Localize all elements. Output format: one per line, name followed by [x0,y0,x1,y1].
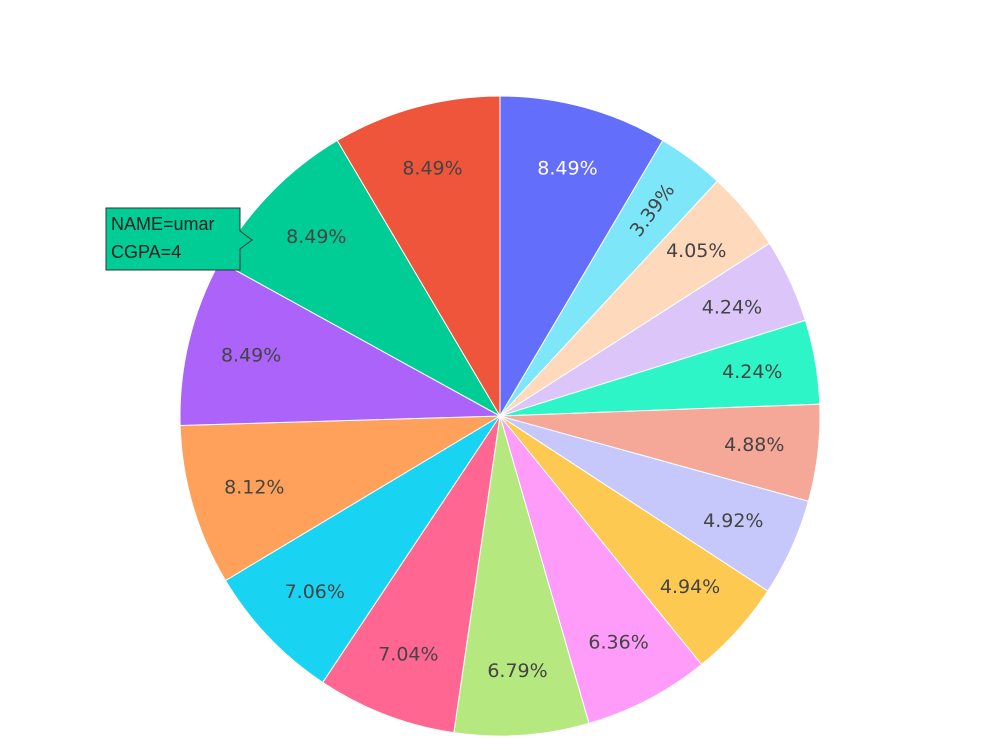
slice-label: 4.92% [703,510,763,532]
slice-label: 6.79% [487,660,547,682]
slice-label: 8.49% [402,158,462,180]
slice-label: 4.88% [724,434,784,456]
pie-slice [453,415,590,737]
slice-label: 8.49% [537,158,597,180]
slice-label: 7.04% [378,644,438,666]
pie-slice [499,95,664,418]
pie-slice [499,415,703,724]
slice-label: 7.06% [285,581,345,603]
tooltip: NAME=umar CGPA=4 [105,207,253,271]
slice-label: 8.49% [221,344,281,366]
slice-label: 4.94% [660,576,720,598]
slice-label: 8.12% [224,476,284,498]
slice-label: 4.05% [666,240,726,262]
pie: 8.49%3.39%4.05%4.24%4.24%4.88%4.92%4.94%… [179,95,821,737]
tooltip-box [105,207,253,271]
pie-slice [179,415,502,582]
slice-label: 4.24% [722,361,782,383]
slice-label: 4.24% [702,296,762,318]
tooltip-line: CGPA=4 [111,242,181,262]
pie-slice [322,415,501,734]
pie-slice [336,95,501,418]
tooltip-line: NAME=umar [111,214,215,234]
pie-slice [224,415,501,684]
slice-label: 6.36% [588,631,648,653]
slice-label: 8.49% [286,226,346,248]
